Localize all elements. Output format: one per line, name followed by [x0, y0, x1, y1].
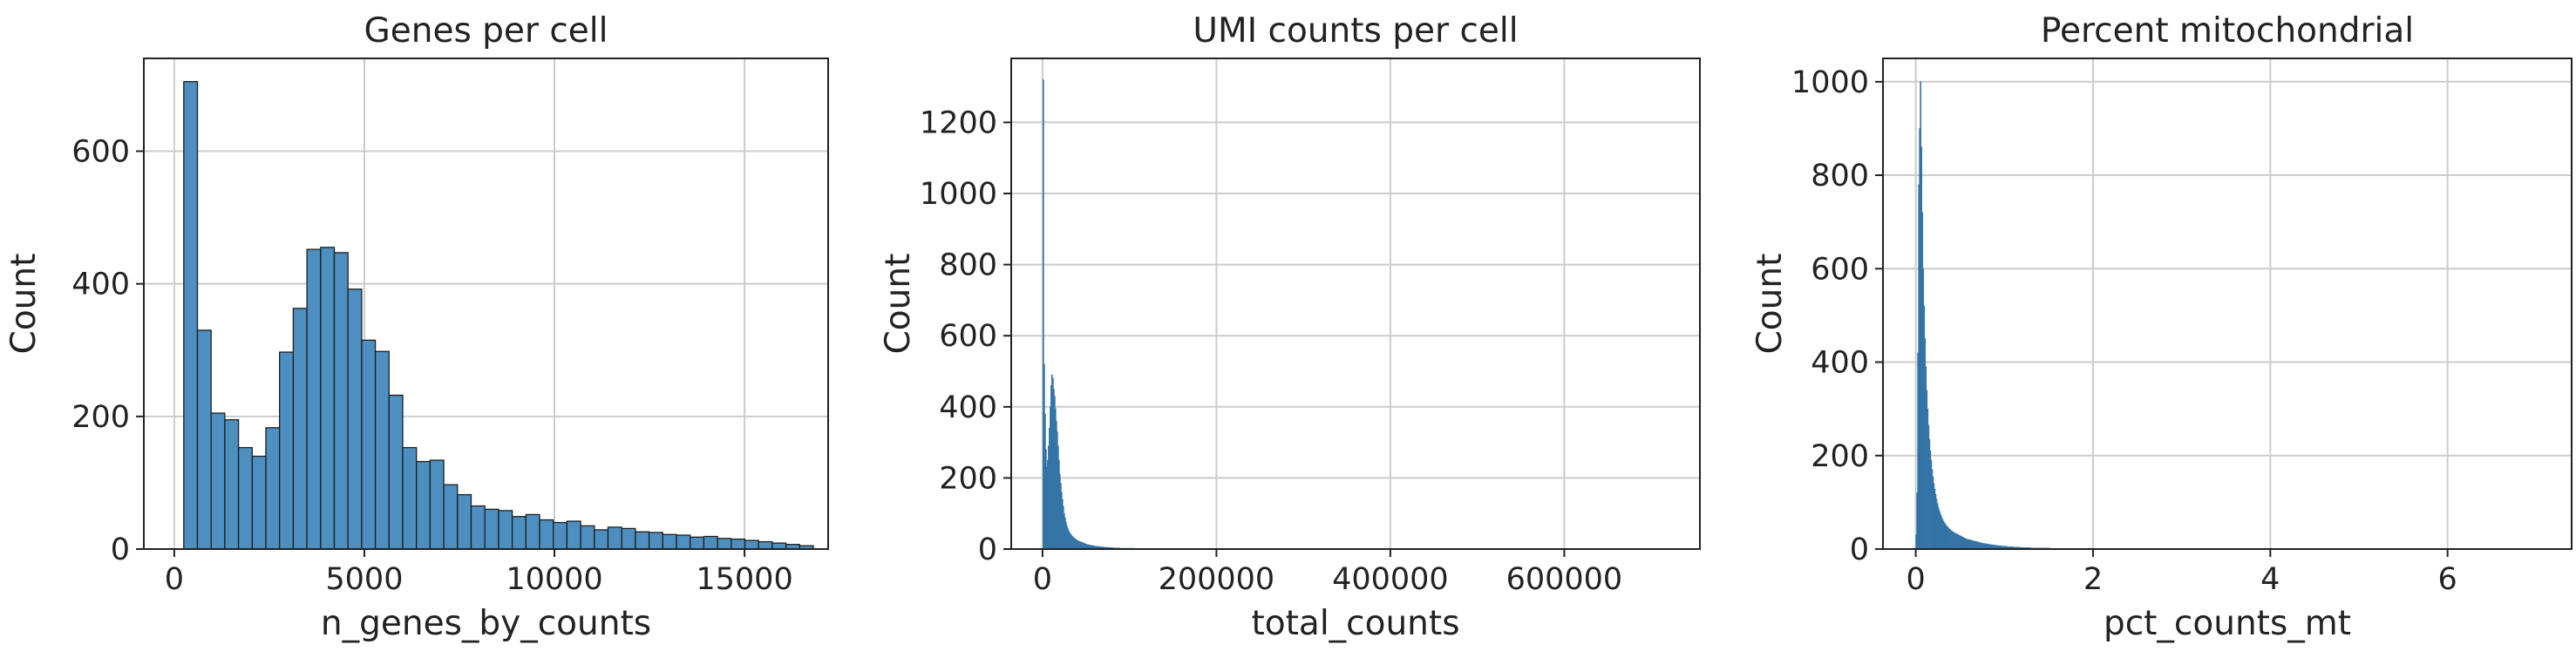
axis-ticks: 0 5000 10000 15000 0 200 400 600 [71, 135, 793, 597]
y-tick-label: 800 [939, 248, 997, 283]
y-tick-label: 200 [1811, 439, 1869, 474]
histogram-bar [553, 521, 568, 550]
y-axis-label: Count [879, 254, 918, 355]
histogram-bar [320, 247, 336, 550]
histogram-bars [1915, 81, 2097, 550]
axis-ticks: 0 2 4 6 0 200 400 600 800 1000 [1791, 65, 2457, 597]
y-tick-label: 0 [1850, 533, 1869, 567]
panel-percent-mitochondrial: 0 2 4 6 0 200 400 600 800 1000 Percent mitochondr… [1750, 11, 2573, 643]
y-tick-label: 400 [939, 390, 997, 425]
axes-frame [143, 58, 829, 550]
histogram-bar [457, 493, 472, 550]
y-tick-label: 800 [1811, 159, 1869, 193]
histogram-bar [416, 460, 432, 550]
grid-lines [1011, 58, 1700, 550]
histogram-bars [1043, 79, 1157, 550]
histogram-bar [566, 520, 581, 550]
x-tick-label: 0 [1906, 562, 1925, 597]
histogram-bar [676, 534, 691, 550]
histogram-bar [361, 339, 377, 550]
histogram-bar [580, 525, 595, 550]
axes-frame [1010, 58, 1701, 550]
x-tick-label: 400000 [1332, 562, 1449, 597]
panel-genes-per-cell: 0 5000 10000 15000 0 200 400 600 Genes per cell… [4, 11, 829, 643]
histogram-bar [648, 532, 663, 550]
histogram-bar [374, 350, 390, 550]
chart-title: Percent mitochondrial [2041, 11, 2414, 51]
histogram-bar [251, 455, 267, 550]
y-tick-label: 200 [71, 400, 130, 435]
histogram-bar [662, 533, 677, 550]
histogram-bar [429, 459, 445, 550]
histogram-bar [183, 80, 199, 550]
y-tick-label: 1000 [1791, 65, 1869, 100]
histogram-bar [690, 536, 705, 550]
histogram-bar [539, 519, 554, 550]
histogram-bar [470, 505, 486, 550]
histogram-bar [333, 252, 349, 550]
histogram-bar [621, 527, 636, 550]
histogram-bar [443, 484, 459, 550]
axes-frame [1882, 58, 2573, 550]
y-tick-label: 400 [71, 268, 130, 302]
x-axis-label: pct_counts_mt [2104, 604, 2351, 643]
y-tick-label: 1000 [920, 177, 997, 212]
histogram-bar [771, 542, 787, 550]
histogram-bar [279, 351, 295, 550]
x-tick-label: 600000 [1506, 562, 1623, 597]
x-tick-label: 15000 [696, 562, 792, 597]
x-tick-label: 6 [2438, 562, 2457, 597]
grid-lines [1883, 58, 2572, 550]
histogram-bar [237, 446, 253, 550]
x-tick-label: 5000 [325, 562, 403, 597]
x-tick-label: 0 [1033, 562, 1052, 597]
histogram-bar [607, 526, 622, 550]
y-axis-label: Count [4, 254, 44, 355]
x-tick-label: 10000 [506, 562, 602, 597]
histogram-bar [347, 288, 363, 550]
y-tick-label: 600 [71, 135, 130, 170]
histogram-bar [196, 329, 212, 550]
y-tick-label: 0 [978, 533, 997, 567]
histogram-bar [210, 412, 226, 550]
histogram-bar [388, 394, 404, 550]
x-axis-label: n_genes_by_counts [321, 604, 651, 643]
panel-umi-counts-per-cell: 0 200000 400000 600000 0 200 400 600 800 1000 1200… [879, 11, 1701, 643]
y-axis-label: Count [1750, 254, 1790, 355]
histogram-bar [306, 248, 322, 550]
y-tick-label: 600 [939, 319, 997, 354]
y-tick-label: 400 [1811, 346, 1869, 381]
y-tick-label: 1200 [920, 105, 997, 140]
histogram-bar [717, 538, 732, 550]
chart-title: UMI counts per cell [1193, 11, 1518, 51]
x-tick-label: 200000 [1159, 562, 1275, 597]
histogram-bar [731, 538, 746, 550]
histogram-bar [265, 427, 281, 550]
histogram-bar [498, 510, 513, 550]
histogram-bar [594, 529, 609, 550]
x-tick-label: 0 [165, 562, 184, 597]
histogram-bar [758, 540, 773, 550]
histogram-bar [635, 531, 650, 550]
histogram-bar [292, 308, 308, 550]
y-tick-label: 200 [939, 461, 997, 496]
x-tick-label: 2 [2083, 562, 2103, 597]
histogram-bar [511, 516, 527, 550]
histogram-bar [484, 508, 500, 550]
histogram-bar [525, 513, 540, 550]
histogram-bar [744, 539, 759, 550]
x-axis-label: total_counts [1251, 604, 1459, 643]
y-tick-label: 0 [111, 533, 130, 567]
chart-title: Genes per cell [364, 11, 608, 51]
histogram-bar [402, 446, 418, 550]
y-tick-label: 600 [1811, 252, 1869, 287]
axis-ticks: 0 200000 400000 600000 0 200 400 600 800 1000 1200 [920, 105, 1622, 597]
histogram-bar [224, 418, 240, 550]
histogram-bar [703, 535, 718, 550]
x-tick-label: 4 [2260, 562, 2280, 597]
